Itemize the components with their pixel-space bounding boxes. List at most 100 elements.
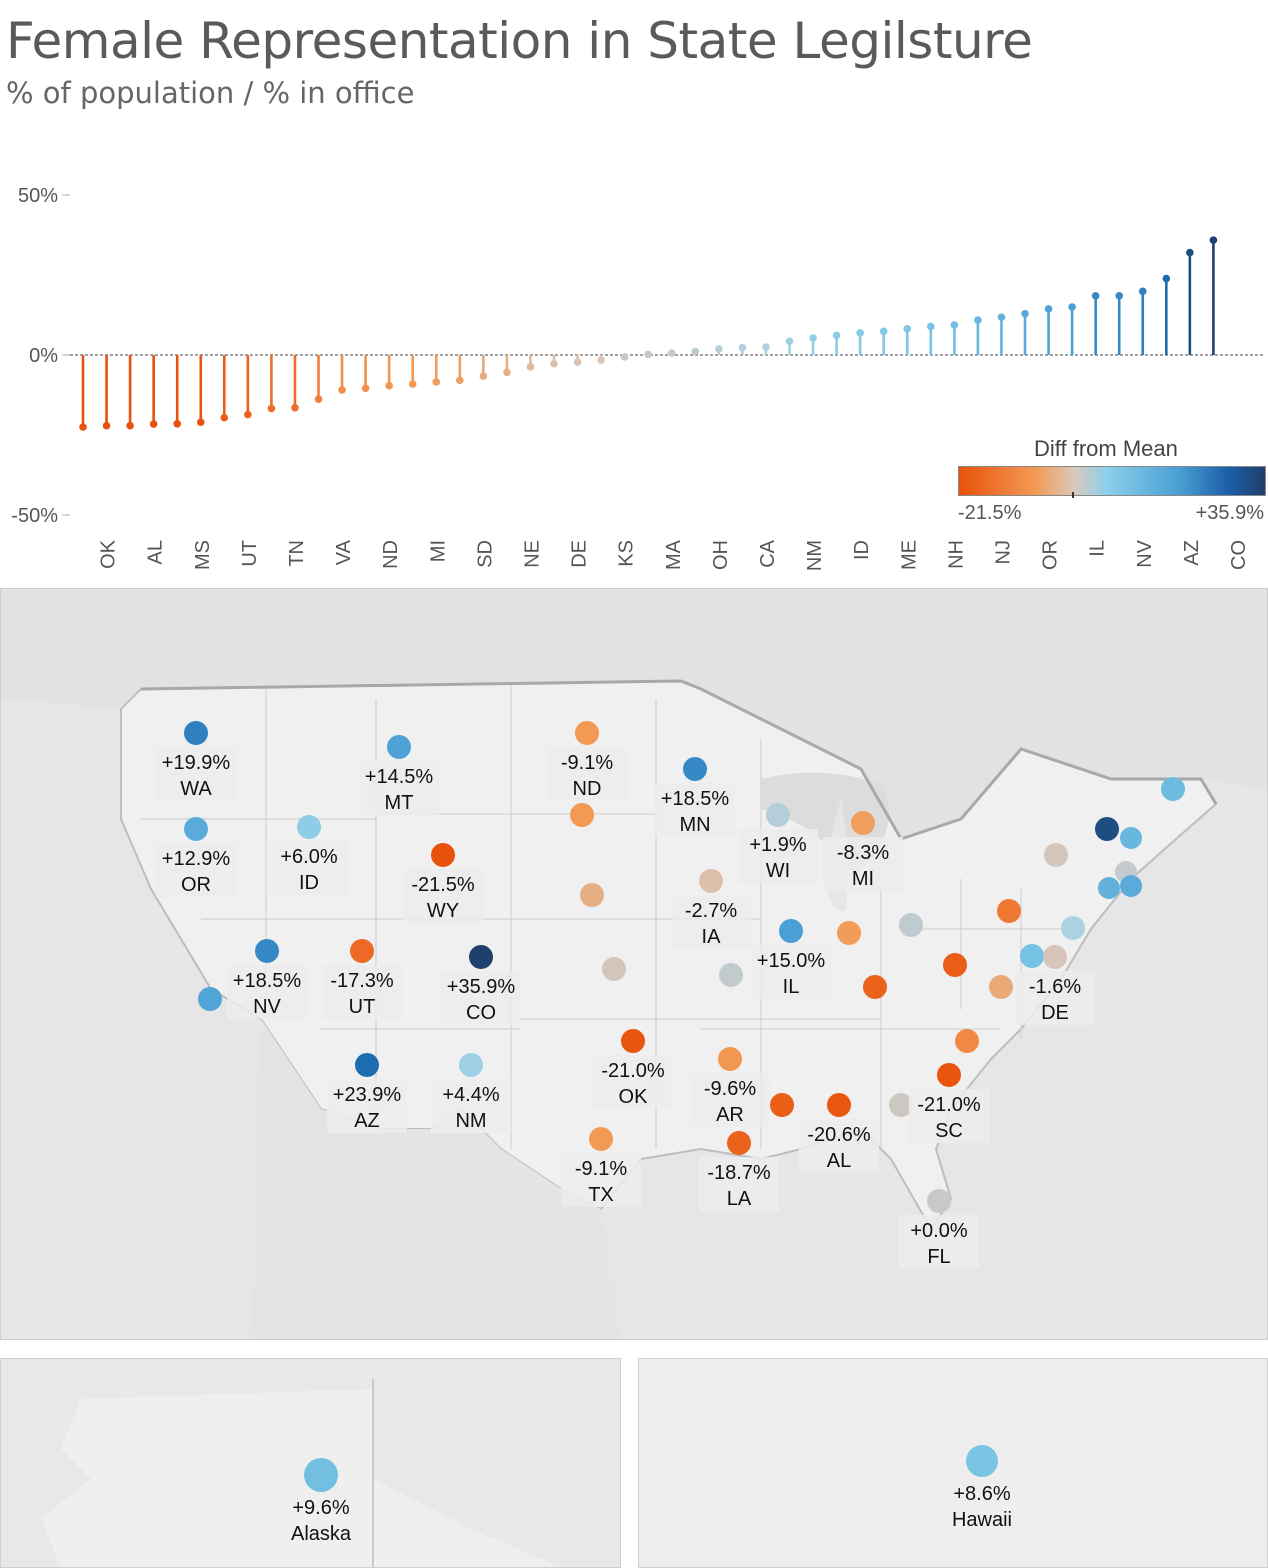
state-marker-ia[interactable]: -2.7% IA xyxy=(671,869,751,949)
state-dot[interactable] xyxy=(863,975,887,999)
state-marker-wi[interactable]: +1.9% WI xyxy=(738,803,818,883)
lollipop[interactable] xyxy=(503,355,511,377)
lollipop[interactable] xyxy=(1021,309,1029,355)
state-dot[interactable] xyxy=(943,953,967,977)
state-dot[interactable] xyxy=(1120,827,1142,849)
state-marker-il[interactable]: +15.0% IL xyxy=(751,919,831,999)
lollipop[interactable] xyxy=(644,350,652,359)
state-dot[interactable] xyxy=(989,975,1013,999)
lollipop[interactable] xyxy=(856,329,864,355)
lollipop[interactable] xyxy=(244,355,252,419)
lollipop[interactable] xyxy=(291,355,299,412)
lollipop[interactable] xyxy=(432,355,441,386)
state-marker-wa[interactable]: +19.9% WA xyxy=(156,721,236,801)
lollipop[interactable] xyxy=(550,355,558,368)
state-marker-mn[interactable]: +18.5% MN xyxy=(655,757,735,837)
state-dot[interactable] xyxy=(1095,817,1119,841)
state-dot[interactable] xyxy=(899,913,923,937)
lollipop[interactable] xyxy=(974,316,982,355)
state-dot[interactable] xyxy=(955,1029,979,1053)
lollipop[interactable] xyxy=(385,355,393,390)
state-marker-tx[interactable]: -9.1% TX xyxy=(561,1127,641,1207)
state-dot[interactable] xyxy=(719,963,743,987)
state-marker-id[interactable]: +6.0% ID xyxy=(269,815,349,895)
lollipop[interactable] xyxy=(1068,303,1076,355)
state-dot[interactable] xyxy=(198,987,222,1011)
state-marker-mt[interactable]: +14.5% MT xyxy=(359,735,439,815)
state-marker-de[interactable]: -1.6% DE xyxy=(1015,945,1095,1025)
lollipop[interactable] xyxy=(196,355,205,426)
lollipop[interactable] xyxy=(785,337,794,355)
state-dot[interactable] xyxy=(837,921,861,945)
lollipop[interactable] xyxy=(573,355,582,366)
state-marker-nd[interactable]: -9.1% ND xyxy=(547,721,627,801)
lollipop[interactable] xyxy=(1115,292,1123,355)
state-dot[interactable] xyxy=(1098,877,1120,899)
lollipop[interactable] xyxy=(809,334,817,355)
lollipop[interactable] xyxy=(126,355,134,430)
lollipop[interactable] xyxy=(903,324,912,355)
lollipop[interactable] xyxy=(1044,305,1053,355)
lollipop[interactable] xyxy=(267,355,276,413)
state-marker-az[interactable]: +23.9% AZ xyxy=(327,1053,407,1133)
state-dot[interactable] xyxy=(580,883,604,907)
state-dot[interactable] xyxy=(1020,944,1044,968)
us-map-panel[interactable]: +19.9% WA +12.9% OR +6.0% ID +14.5% MT -21.5% WY +… xyxy=(0,588,1268,1340)
lollipop[interactable] xyxy=(879,327,888,355)
lollipop[interactable] xyxy=(314,355,323,403)
lollipop[interactable] xyxy=(1186,248,1194,355)
lollipop[interactable] xyxy=(79,355,87,431)
lollipop[interactable] xyxy=(927,322,935,355)
state-marker-wy[interactable]: -21.5% WY xyxy=(403,843,483,923)
hawaii-inset-panel[interactable]: +8.6% Hawaii xyxy=(638,1358,1268,1568)
lollipop[interactable] xyxy=(361,355,370,393)
state-marker-co[interactable]: +35.9% CO xyxy=(441,945,521,1025)
lollipop[interactable] xyxy=(220,355,229,422)
lollipop[interactable] xyxy=(479,355,488,380)
lollipop[interactable] xyxy=(762,343,770,355)
alaska-dot[interactable] xyxy=(304,1458,338,1492)
lollipop[interactable] xyxy=(102,355,111,430)
lollipop[interactable] xyxy=(456,355,464,385)
state-marker-ar[interactable]: -9.6% AR xyxy=(690,1047,770,1127)
lollipop[interactable] xyxy=(1138,287,1147,355)
state-dot[interactable] xyxy=(602,957,626,981)
lollipop[interactable] xyxy=(526,355,535,371)
lollipop[interactable] xyxy=(408,355,417,388)
state-marker-mi[interactable]: -8.3% MI xyxy=(823,811,903,891)
state-dot[interactable] xyxy=(1061,916,1085,940)
lollipop[interactable] xyxy=(950,321,959,355)
state-dot[interactable] xyxy=(770,1093,794,1117)
state-marker-fl[interactable]: +0.0% FL xyxy=(899,1189,979,1269)
state-dot[interactable] xyxy=(1120,875,1142,897)
state-marker-al[interactable]: -20.6% AL xyxy=(799,1093,879,1173)
lollipop[interactable] xyxy=(1162,274,1171,355)
state-marker-nv[interactable]: +18.5% NV xyxy=(227,939,307,1019)
lollipop[interactable] xyxy=(715,345,723,355)
lollipop[interactable] xyxy=(738,343,747,355)
lollipop[interactable] xyxy=(1209,236,1218,355)
state-marker-ok[interactable]: -21.0% OK xyxy=(593,1029,673,1109)
alaska-inset-panel[interactable]: +9.6% Alaska xyxy=(0,1358,621,1568)
state-marker-sc[interactable]: -21.0% SC xyxy=(909,1063,989,1143)
state-dot[interactable] xyxy=(570,803,594,827)
lollipop[interactable] xyxy=(832,331,841,355)
state-marker-ut[interactable]: -17.3% UT xyxy=(322,939,402,1019)
state-dot[interactable] xyxy=(1161,777,1185,801)
lollipop[interactable] xyxy=(667,349,676,357)
lollipop[interactable] xyxy=(173,355,181,428)
state-dot[interactable] xyxy=(1044,843,1068,867)
lollipop[interactable] xyxy=(620,353,629,361)
state-dot[interactable] xyxy=(997,899,1021,923)
lollipop[interactable] xyxy=(597,355,605,364)
state-marker-la[interactable]: -18.7% LA xyxy=(699,1131,779,1211)
state-dot[interactable] xyxy=(889,1093,913,1117)
lollipop[interactable] xyxy=(1091,292,1100,355)
lollipop[interactable] xyxy=(691,347,700,356)
state-marker-nm[interactable]: +4.4% NM xyxy=(431,1053,511,1133)
lollipop[interactable] xyxy=(997,313,1006,355)
state-marker-or[interactable]: +12.9% OR xyxy=(156,817,236,897)
lollipop[interactable] xyxy=(149,355,158,428)
hawaii-dot[interactable] xyxy=(966,1445,998,1477)
lollipop[interactable] xyxy=(338,355,346,394)
